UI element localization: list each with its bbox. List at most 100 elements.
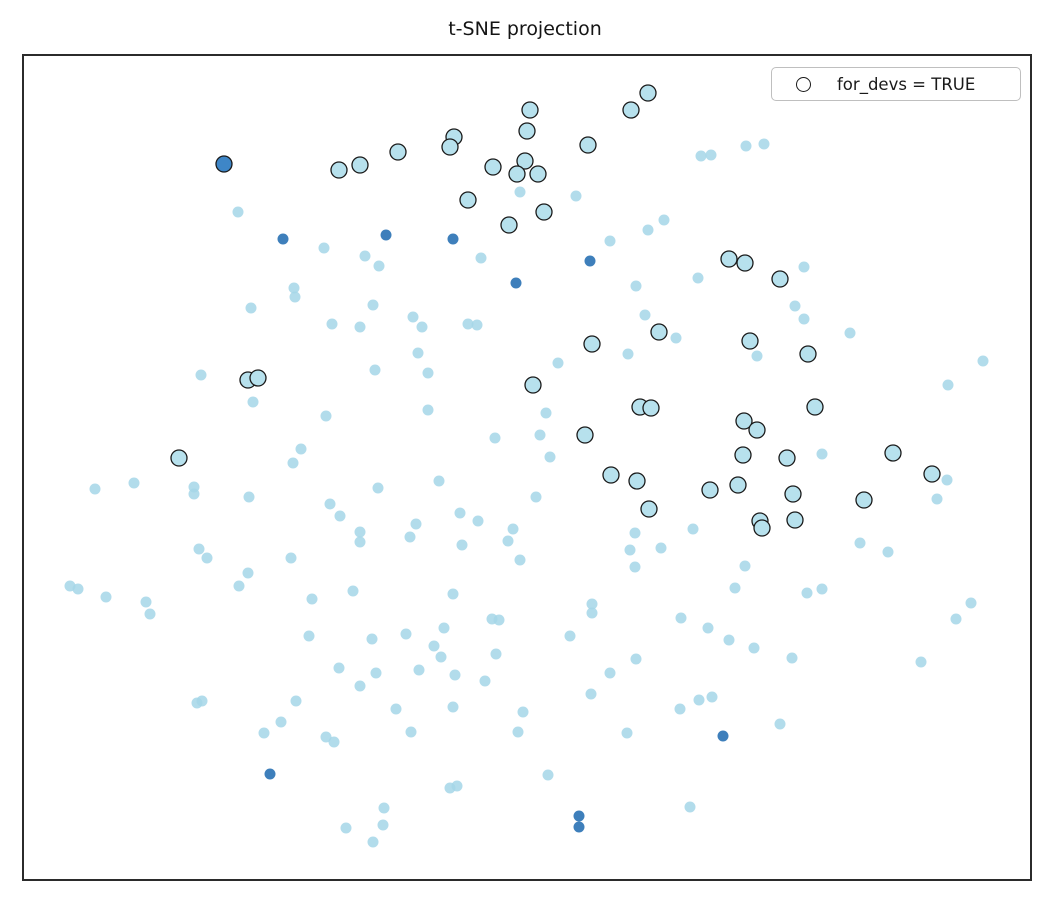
data-point-regular bbox=[670, 332, 682, 344]
data-point-regular bbox=[193, 543, 205, 555]
data-point-for_devs_true bbox=[753, 519, 771, 537]
data-point-regular bbox=[359, 250, 371, 262]
data-point-regular bbox=[475, 252, 487, 264]
data-point-regular bbox=[413, 664, 425, 676]
data-point-for_devs_true bbox=[650, 323, 668, 341]
data-point-for_devs_true bbox=[786, 511, 804, 529]
data-point-regular bbox=[586, 607, 598, 619]
open-circle-icon bbox=[796, 76, 811, 92]
data-point-regular bbox=[471, 319, 483, 331]
data-point-regular bbox=[723, 634, 735, 646]
data-point-for_devs_true bbox=[855, 491, 873, 509]
data-point-regular bbox=[324, 498, 336, 510]
data-point-regular bbox=[288, 282, 300, 294]
data-point-regular bbox=[245, 302, 257, 314]
data-point-for_devs_true bbox=[521, 101, 539, 119]
data-point-regular bbox=[354, 321, 366, 333]
data-point-regular bbox=[941, 474, 953, 486]
data-point-regular bbox=[490, 648, 502, 660]
data-point-regular bbox=[287, 457, 299, 469]
data-point-for_devs_true bbox=[249, 369, 267, 387]
data-point-regular bbox=[655, 542, 667, 554]
data-point-for_devs_true bbox=[806, 398, 824, 416]
data-point-for_devs_true bbox=[535, 203, 553, 221]
data-point-regular bbox=[542, 769, 554, 781]
data-point-regular bbox=[456, 539, 468, 551]
data-point-regular bbox=[405, 726, 417, 738]
data-point-regular bbox=[373, 260, 385, 272]
data-point-regular bbox=[404, 531, 416, 543]
data-point-regular bbox=[798, 261, 810, 273]
data-point-regular bbox=[798, 313, 810, 325]
data-point-for_devs_true bbox=[508, 165, 526, 183]
data-point-for_devs_true bbox=[500, 216, 518, 234]
data-point-regular bbox=[729, 582, 741, 594]
data-point-regular bbox=[422, 367, 434, 379]
data-point-for_devs_true bbox=[736, 254, 754, 272]
data-point-regular bbox=[438, 622, 450, 634]
data-point-for_devs_true bbox=[441, 138, 459, 156]
data-point-regular bbox=[493, 614, 505, 626]
data-point-regular bbox=[706, 691, 718, 703]
data-point-for_devs_true bbox=[524, 376, 542, 394]
data-point-regular bbox=[289, 291, 301, 303]
data-point-regular bbox=[629, 561, 641, 573]
data-point-for_devs_true bbox=[351, 156, 369, 174]
data-point-regular bbox=[328, 736, 340, 748]
data-point-regular bbox=[400, 628, 412, 640]
data-point-regular bbox=[639, 309, 651, 321]
data-point-regular bbox=[354, 680, 366, 692]
data-point-for_devs_true bbox=[628, 472, 646, 490]
data-point-for_devs_true bbox=[640, 500, 658, 518]
data-point-regular bbox=[534, 429, 546, 441]
data-point-regular bbox=[693, 694, 705, 706]
data-point-regular bbox=[692, 272, 704, 284]
legend: for_devs = TRUE bbox=[771, 67, 1021, 101]
data-point-regular bbox=[658, 214, 670, 226]
data-point-regular bbox=[243, 491, 255, 503]
data-point-dark bbox=[264, 768, 276, 780]
data-point-regular bbox=[320, 410, 332, 422]
data-point-regular bbox=[675, 612, 687, 624]
plot-area: for_devs = TRUE bbox=[22, 54, 1032, 881]
data-point-regular bbox=[479, 675, 491, 687]
data-point-regular bbox=[507, 523, 519, 535]
data-point-dark bbox=[573, 810, 585, 822]
data-point-regular bbox=[306, 593, 318, 605]
data-point-regular bbox=[290, 695, 302, 707]
data-point-dark bbox=[277, 233, 289, 245]
data-point-for_devs_true_dark bbox=[215, 155, 233, 173]
data-point-regular bbox=[586, 598, 598, 610]
data-point-for_devs_true bbox=[622, 101, 640, 119]
data-point-for_devs_true bbox=[583, 335, 601, 353]
data-point-regular bbox=[854, 537, 866, 549]
data-point-regular bbox=[472, 515, 484, 527]
data-point-regular bbox=[622, 348, 634, 360]
data-point-regular bbox=[370, 667, 382, 679]
data-point-regular bbox=[407, 311, 419, 323]
data-point-regular bbox=[410, 518, 422, 530]
data-point-dark bbox=[380, 229, 392, 241]
data-point-regular bbox=[630, 280, 642, 292]
data-point-for_devs_true bbox=[923, 465, 941, 483]
data-point-regular bbox=[585, 688, 597, 700]
data-point-regular bbox=[340, 822, 352, 834]
data-point-regular bbox=[514, 554, 526, 566]
data-point-regular bbox=[140, 596, 152, 608]
data-point-regular bbox=[514, 186, 526, 198]
data-point-dark bbox=[717, 730, 729, 742]
data-point-for_devs_true bbox=[484, 158, 502, 176]
data-point-regular bbox=[915, 656, 927, 668]
data-point-regular bbox=[195, 369, 207, 381]
data-point-regular bbox=[702, 622, 714, 634]
data-point-regular bbox=[540, 407, 552, 419]
data-point-regular bbox=[144, 608, 156, 620]
data-point-regular bbox=[552, 357, 564, 369]
data-point-for_devs_true bbox=[642, 399, 660, 417]
data-point-for_devs_true bbox=[884, 444, 902, 462]
data-point-for_devs_true bbox=[771, 270, 789, 288]
data-point-regular bbox=[320, 731, 332, 743]
data-point-regular bbox=[435, 651, 447, 663]
data-point-regular bbox=[258, 727, 270, 739]
